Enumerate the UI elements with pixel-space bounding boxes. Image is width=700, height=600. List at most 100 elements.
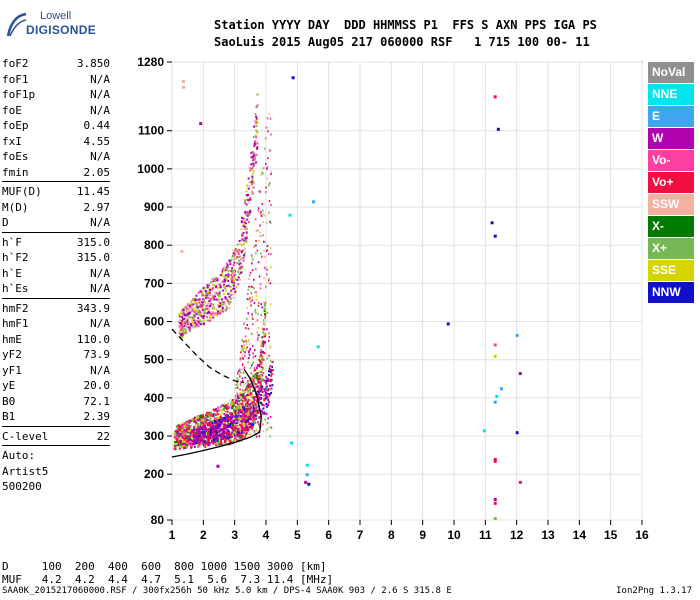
echo-point: [201, 309, 204, 312]
echo-point: [244, 225, 247, 228]
param-value: 72.1: [83, 394, 111, 408]
echo-point: [209, 304, 212, 307]
param-row: foEs N/A: [2, 149, 110, 165]
echo-point: [206, 286, 209, 289]
echo-point: [191, 309, 194, 312]
echo-point: [264, 268, 267, 271]
echo-point: [221, 437, 224, 440]
isolated-echo: [493, 517, 497, 521]
param-value: 0.44: [83, 119, 111, 132]
echo-point: [251, 183, 254, 186]
echo-point: [243, 321, 246, 324]
echo-point: [179, 431, 182, 434]
echo-point: [245, 433, 248, 436]
echo-point: [256, 104, 259, 107]
echo-point: [201, 426, 204, 429]
echo-point: [216, 422, 219, 425]
echo-point: [266, 396, 269, 399]
echo-point: [244, 398, 246, 401]
echo-point: [206, 431, 209, 434]
echo-point: [255, 397, 258, 400]
echo-point: [259, 373, 261, 376]
echo-point: [223, 406, 226, 409]
echo-point: [193, 442, 196, 445]
echo-point: [262, 379, 264, 382]
echo-point: [196, 419, 199, 422]
echo-point: [216, 310, 219, 313]
x-tick-label: 8: [388, 528, 395, 542]
echo-point: [185, 324, 188, 327]
echo-point: [259, 351, 262, 354]
echo-point: [175, 441, 178, 444]
echo-point: [266, 273, 268, 276]
echo-point: [258, 377, 261, 380]
echo-point: [255, 366, 258, 369]
echo-point: [251, 156, 254, 159]
echo-point: [232, 252, 235, 255]
echo-point: [231, 255, 234, 258]
echo-point: [182, 431, 185, 434]
echo-point: [270, 426, 273, 429]
echo-point: [216, 441, 219, 444]
param-value: 343.9: [76, 301, 110, 315]
echo-point: [181, 320, 184, 323]
echo-point: [260, 344, 263, 347]
echo-point: [214, 421, 217, 424]
echo-point: [251, 394, 254, 397]
echo-point: [208, 288, 211, 291]
echo-point: [228, 424, 231, 427]
echo-point: [226, 269, 229, 272]
echo-point: [241, 233, 244, 236]
echo-point: [251, 175, 254, 178]
echo-point: [239, 433, 242, 436]
echo-point: [211, 435, 214, 438]
echo-point: [243, 227, 246, 230]
echo-point: [222, 425, 225, 428]
direction-legend: NoVal NNE E W Vo- Vo+ SSW X- X+ SSE NNW: [648, 62, 694, 304]
echo-point: [253, 382, 256, 385]
echo-point: [238, 400, 241, 403]
echo-point: [178, 326, 181, 329]
echo-point: [219, 303, 222, 306]
echo-point: [264, 392, 267, 395]
echo-point: [217, 295, 220, 298]
echo-point: [256, 331, 259, 334]
echo-point: [268, 182, 271, 185]
echo-point: [176, 431, 179, 434]
echo-point: [227, 431, 230, 434]
echo-point: [244, 383, 247, 386]
echo-point: [203, 434, 206, 437]
echo-point: [232, 422, 235, 425]
echo-point: [187, 441, 190, 444]
param-row: yF2 73.9: [2, 347, 110, 363]
echo-point: [200, 419, 203, 422]
echo-point: [178, 440, 181, 443]
echo-point: [270, 366, 272, 369]
echo-point: [214, 413, 217, 416]
echo-point: [232, 420, 235, 423]
echo-point: [176, 432, 179, 435]
echo-point: [213, 307, 216, 310]
echo-point: [269, 435, 271, 438]
echo-point: [229, 263, 232, 266]
legend-item-x: X-: [648, 216, 694, 237]
echo-point: [240, 239, 243, 242]
echo-point: [186, 312, 189, 315]
echo-point: [204, 297, 207, 300]
echo-point: [263, 328, 266, 331]
echo-point: [244, 424, 246, 427]
echo-point: [223, 269, 226, 272]
echo-point: [239, 400, 242, 403]
echo-point: [183, 438, 186, 441]
echo-point: [242, 400, 245, 403]
echo-point: [255, 106, 258, 109]
echo-point: [226, 410, 229, 413]
echo-point: [261, 385, 264, 388]
param-row: hmE 110.0: [2, 332, 110, 348]
echo-point: [174, 446, 177, 449]
echo-point: [251, 299, 254, 302]
echo-point: [219, 440, 222, 443]
echo-point: [233, 254, 236, 257]
echo-point: [267, 339, 270, 342]
echo-point: [256, 400, 259, 403]
